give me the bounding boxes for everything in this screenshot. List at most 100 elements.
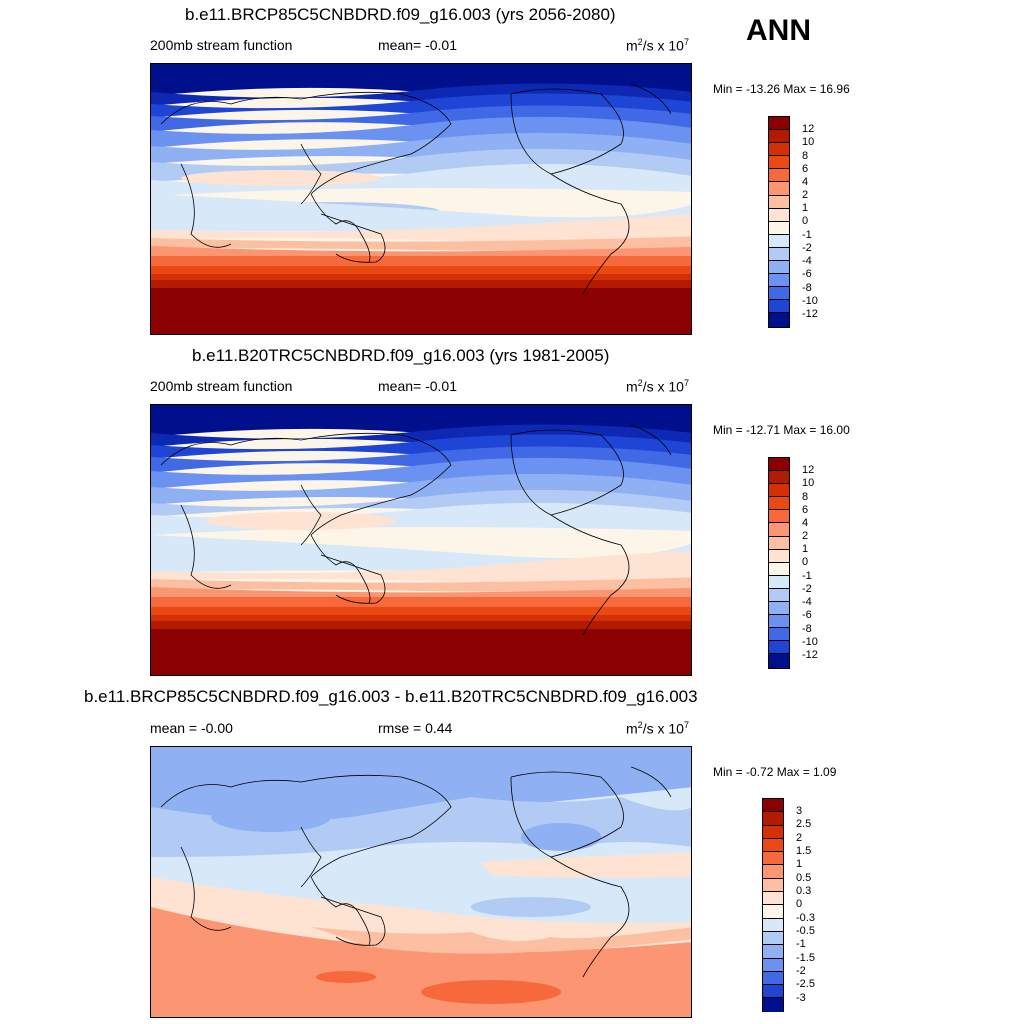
colorbar-label: 4 bbox=[802, 517, 809, 529]
colorbar-label: -8 bbox=[802, 623, 812, 635]
colorbar-label: 2 bbox=[802, 189, 809, 201]
colorbar-label: 2 bbox=[796, 832, 803, 844]
colorbar-swatch bbox=[769, 169, 789, 183]
colorbar-swatch bbox=[769, 562, 789, 576]
colorbar-swatch bbox=[769, 234, 789, 248]
colorbar-label: -12 bbox=[802, 649, 818, 661]
panel-1-left-label: 200mb stream function bbox=[150, 37, 293, 53]
panel-3-units: m2/s x 107 bbox=[626, 720, 689, 737]
colorbar-label: 2 bbox=[802, 530, 809, 542]
colorbar-label: -4 bbox=[802, 255, 812, 267]
panel-2-left-label: 200mb stream function bbox=[150, 378, 293, 394]
colorbar-label: -2.5 bbox=[796, 978, 815, 990]
colorbar-swatch bbox=[763, 812, 783, 826]
colorbar-label: 1.5 bbox=[796, 845, 812, 857]
colorbar-label: 3 bbox=[796, 805, 803, 817]
colorbar-label: -0.5 bbox=[796, 925, 815, 937]
colorbar-label: -1 bbox=[802, 229, 812, 241]
colorbar-label: -6 bbox=[802, 609, 812, 621]
colorbar-swatch bbox=[769, 300, 789, 314]
panel-1-map bbox=[150, 63, 692, 335]
colorbar-swatch bbox=[763, 971, 783, 986]
colorbar-label: 0 bbox=[802, 556, 809, 568]
panel-1-units: m2/s x 107 bbox=[626, 37, 689, 54]
colorbar-swatch bbox=[769, 143, 789, 157]
panel-3-minmax: Min = -0.72 Max = 1.09 bbox=[713, 765, 837, 779]
colorbar-label: 6 bbox=[802, 163, 809, 175]
panel-3-map bbox=[150, 746, 692, 1018]
colorbar-swatch bbox=[769, 117, 789, 131]
colorbar-swatch bbox=[769, 156, 789, 170]
colorbar-swatch bbox=[769, 471, 789, 485]
colorbar-label: 12 bbox=[802, 464, 815, 476]
panel-3-rmse: rmse = 0.44 bbox=[378, 720, 453, 736]
panel-3-colorbar bbox=[762, 798, 784, 1012]
colorbar-label: 2.5 bbox=[796, 818, 812, 830]
colorbar-swatch bbox=[769, 208, 789, 222]
colorbar-swatch bbox=[763, 918, 783, 932]
colorbar-swatch bbox=[763, 998, 783, 1012]
colorbar-swatch bbox=[763, 825, 783, 839]
colorbar-swatch bbox=[763, 799, 783, 813]
colorbar-label: -6 bbox=[802, 268, 812, 280]
colorbar-label: 0 bbox=[796, 898, 803, 910]
colorbar-swatch bbox=[769, 641, 789, 655]
colorbar-swatch bbox=[769, 549, 789, 563]
colorbar-swatch bbox=[769, 588, 789, 603]
colorbar-swatch bbox=[769, 510, 789, 524]
colorbar-label: 0.5 bbox=[796, 872, 812, 884]
colorbar-label: -1 bbox=[796, 938, 806, 950]
colorbar-label: 12 bbox=[802, 123, 815, 135]
colorbar-swatch bbox=[763, 931, 783, 946]
colorbar-label: 0 bbox=[802, 215, 809, 227]
colorbar-swatch bbox=[769, 628, 789, 642]
colorbar-swatch bbox=[769, 497, 789, 511]
panel-2-minmax: Min = -12.71 Max = 16.00 bbox=[713, 423, 850, 437]
colorbar-swatch bbox=[769, 536, 789, 550]
colorbar-swatch bbox=[763, 878, 783, 893]
colorbar-swatch bbox=[763, 945, 783, 959]
colorbar-label: -12 bbox=[802, 308, 818, 320]
colorbar-swatch bbox=[769, 523, 789, 537]
colorbar-swatch bbox=[769, 261, 789, 275]
colorbar-swatch bbox=[769, 247, 789, 262]
panel-2-map bbox=[150, 404, 692, 676]
colorbar-swatch bbox=[769, 484, 789, 498]
colorbar-label: 10 bbox=[802, 477, 815, 489]
panel-1-title: b.e11.BRCP85C5CNBDRD.f09_g16.003 (yrs 20… bbox=[185, 5, 616, 24]
colorbar-swatch bbox=[763, 852, 783, 866]
panel-3-title: b.e11.BRCP85C5CNBDRD.f09_g16.003 - b.e11… bbox=[84, 687, 698, 706]
colorbar-swatch bbox=[763, 905, 783, 919]
colorbar-swatch bbox=[769, 615, 789, 629]
panel-1-mean: mean= -0.01 bbox=[378, 37, 457, 53]
colorbar-swatch bbox=[763, 985, 783, 999]
panel-1-minmax: Min = -13.26 Max = 16.96 bbox=[713, 82, 850, 96]
colorbar-swatch bbox=[769, 458, 789, 472]
colorbar-label: -8 bbox=[802, 282, 812, 294]
colorbar-label: -1 bbox=[802, 570, 812, 582]
colorbar-label: -4 bbox=[802, 596, 812, 608]
colorbar-swatch bbox=[769, 602, 789, 616]
colorbar-label: 8 bbox=[802, 150, 809, 162]
colorbar-label: 10 bbox=[802, 136, 815, 148]
panel-2-units: m2/s x 107 bbox=[626, 378, 689, 395]
panel-2-title: b.e11.B20TRC5CNBDRD.f09_g16.003 (yrs 198… bbox=[192, 346, 610, 365]
colorbar-label: 1 bbox=[796, 858, 803, 870]
colorbar-swatch bbox=[763, 958, 783, 972]
colorbar-label: -10 bbox=[802, 295, 818, 307]
colorbar-swatch bbox=[769, 274, 789, 288]
panel-1-colorbar bbox=[768, 116, 790, 328]
colorbar-swatch bbox=[763, 838, 783, 853]
panel-2-colorbar bbox=[768, 457, 790, 669]
panel-3-mean: mean = -0.00 bbox=[150, 720, 233, 736]
colorbar-swatch bbox=[769, 195, 789, 209]
colorbar-label: -2 bbox=[802, 583, 812, 595]
colorbar-label: 1 bbox=[802, 543, 809, 555]
colorbar-label: 8 bbox=[802, 491, 809, 503]
season-label: ANN bbox=[746, 14, 811, 47]
colorbar-swatch bbox=[763, 865, 783, 879]
colorbar-swatch bbox=[769, 221, 789, 235]
colorbar-swatch bbox=[769, 182, 789, 196]
colorbar-label: 0.3 bbox=[796, 885, 812, 897]
colorbar-label: -0.3 bbox=[796, 912, 815, 924]
